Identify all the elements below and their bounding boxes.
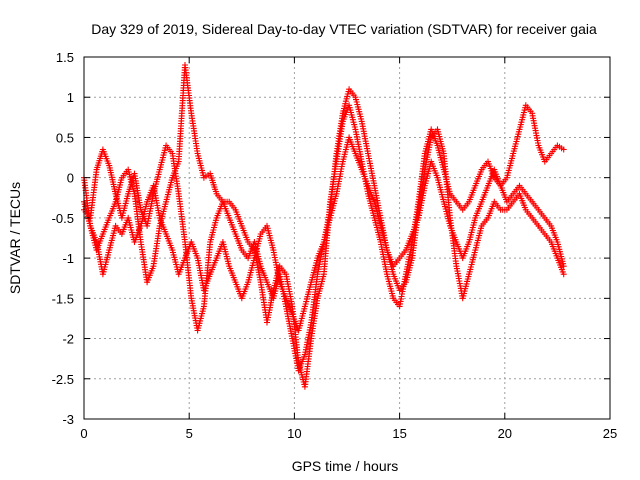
y-axis-label: SDTVAR / TECUs xyxy=(7,182,23,294)
y-tick-label: 0 xyxy=(67,171,74,186)
x-tick-label: 0 xyxy=(80,426,87,441)
y-tick-label: 1.5 xyxy=(56,50,74,65)
data-point-marker xyxy=(560,271,567,278)
y-tick-label: -0.5 xyxy=(52,211,74,226)
y-tick-label: -2 xyxy=(62,332,74,347)
chart-title: Day 329 of 2019, Sidereal Day-to-day VTE… xyxy=(91,21,597,37)
y-tick-label: 1 xyxy=(67,90,74,105)
y-tick-label: 0.5 xyxy=(56,130,74,145)
data-points xyxy=(81,62,567,390)
y-tick-label: -1 xyxy=(62,251,74,266)
axis-ticks: 0 5 10 15 20 25 -3 -2.5 -2 -1.5 -1 -0.5 0 0.5 1 1.5 xyxy=(52,50,618,441)
y-tick-label: -2.5 xyxy=(52,372,74,387)
y-tick-label: -3 xyxy=(62,412,74,427)
x-tick-label: 20 xyxy=(498,426,512,441)
x-tick-label: 5 xyxy=(186,426,193,441)
x-tick-label: 25 xyxy=(603,426,617,441)
x-tick-label: 10 xyxy=(287,426,301,441)
plot-frame xyxy=(83,56,611,420)
data-point-marker xyxy=(560,263,567,270)
data-point-marker xyxy=(560,146,567,153)
y-tick-label: -1.5 xyxy=(52,291,74,306)
x-tick-label: 15 xyxy=(392,426,406,441)
x-axis-label: GPS time / hours xyxy=(292,458,399,474)
